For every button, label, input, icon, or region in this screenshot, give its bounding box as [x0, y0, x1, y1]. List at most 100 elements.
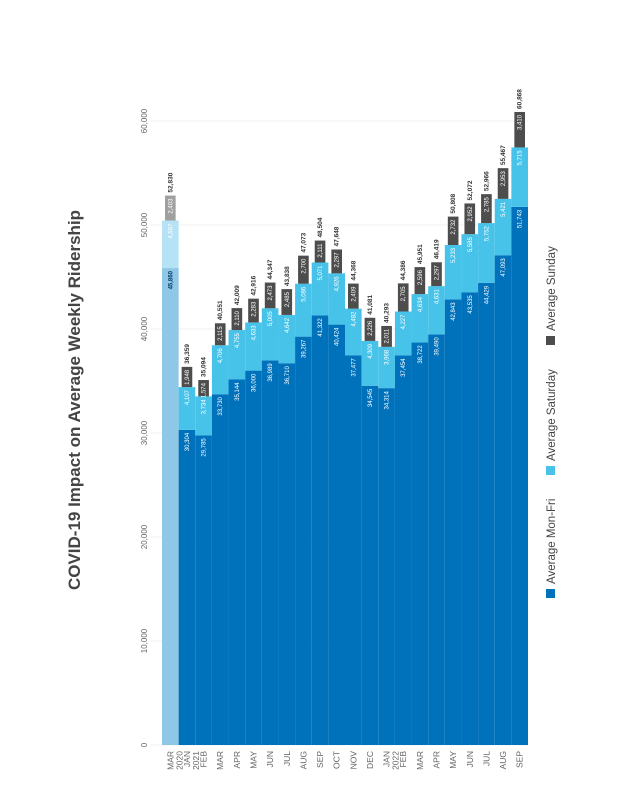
bar-weekday	[428, 334, 445, 745]
data-label-sunday: 3,410	[518, 114, 524, 130]
value-axis: 0 10,000 20,000 30,000 40,000 50,000 60,000	[140, 108, 149, 747]
bar-weekday	[211, 394, 229, 745]
bar-saturday	[245, 322, 262, 371]
legend-swatch	[546, 336, 555, 345]
bar-weekday	[444, 299, 462, 745]
data-label-weekday: 36,000	[252, 373, 258, 392]
bar-weekday	[311, 315, 329, 745]
category-label: JAN2022	[382, 751, 401, 770]
data-label-total: 48,504	[317, 217, 324, 237]
bar-weekday	[178, 429, 196, 745]
legend-entry: Average Sunday	[546, 246, 558, 331]
data-label-sunday: 2,297	[335, 252, 341, 268]
data-label-saturday: 4,642	[285, 317, 291, 333]
bar-weekday	[278, 363, 296, 745]
data-label-sunday: 2,115	[218, 326, 224, 341]
data-label-total: 40,293	[384, 303, 391, 323]
data-label-saturday: 4,926	[335, 276, 341, 292]
bar-sunday	[481, 194, 492, 224]
data-label-total: 35,094	[201, 357, 208, 377]
data-label-saturday: 5,752	[484, 225, 490, 241]
category-label: FEB	[199, 751, 209, 768]
data-label-weekday: 41,322	[318, 318, 324, 337]
data-label-total: 47,648	[334, 226, 341, 246]
data-label-sunday: 2,700	[301, 258, 307, 274]
data-label-sunday: 2,011	[385, 328, 391, 343]
legend-swatch	[546, 466, 555, 475]
bar-saturday	[178, 387, 196, 430]
data-label-weekday: 37,454	[401, 358, 407, 377]
bar-sunday	[414, 267, 426, 295]
bar-saturday	[261, 308, 279, 361]
data-label-total: 40,551	[217, 300, 224, 320]
data-label-saturday: 4,631	[435, 288, 441, 304]
category-label: SEP	[315, 751, 325, 768]
data-label-weekday: 51,743	[518, 209, 524, 228]
data-label-total: 42,916	[251, 275, 258, 295]
data-label-weekday: 35,144	[235, 382, 241, 401]
data-label-sunday: 1,948	[185, 369, 191, 385]
legend-entry: Average Mon-Fri	[546, 499, 558, 584]
bar-sunday	[331, 249, 343, 274]
data-label-total: 46,419	[434, 239, 441, 259]
data-label-weekday: 40,424	[335, 327, 341, 346]
bar-sunday	[497, 168, 509, 199]
data-label-total: 44,386	[400, 260, 407, 280]
data-label-weekday: 30,304	[185, 432, 191, 451]
data-label-total: 52,966	[483, 171, 490, 191]
bar-saturday	[328, 273, 345, 325]
bar-weekday	[394, 355, 412, 745]
bar-saturday	[411, 294, 429, 343]
bar-sunday	[314, 240, 326, 263]
bar-saturday	[494, 198, 512, 256]
bar-sunday	[214, 323, 226, 346]
data-label-saturday: 4,633	[252, 325, 258, 341]
data-label-weekday: 39,490	[435, 337, 441, 356]
data-label-total: 55,467	[500, 145, 507, 165]
data-label-total: 41,081	[367, 295, 374, 315]
bar-sunday	[347, 283, 359, 309]
data-label-saturday: 5,233	[451, 247, 457, 263]
data-label-sunday: 2,705	[401, 286, 407, 302]
data-label-total: 47,073	[300, 232, 307, 252]
data-label-total: 43,838	[284, 266, 291, 286]
category-label: AUG	[498, 751, 508, 769]
data-label-sunday: 2,952	[468, 206, 474, 222]
bar-saturday	[228, 330, 246, 380]
data-label-saturday: 4,309	[368, 343, 374, 359]
category-label: SEP	[515, 751, 525, 768]
data-label-total: 60,868	[517, 89, 524, 109]
bar-weekday	[411, 342, 429, 745]
data-label-saturday: 5,005	[268, 311, 274, 327]
data-label-saturday: 4,706	[218, 348, 224, 364]
bar-saturday	[428, 286, 445, 335]
data-label-total: 52,830	[167, 172, 174, 192]
bar-saturday	[511, 147, 528, 207]
bar-sunday	[281, 289, 293, 315]
bar-weekday	[162, 268, 179, 745]
data-labels: 45,860 4,567 2,403 52,830 30,304 4,107 1,948 36…	[167, 89, 523, 457]
bar-weekday	[511, 206, 528, 745]
category-label: MAR	[415, 751, 425, 770]
data-label-saturday: 4,755	[235, 332, 241, 348]
bar-sunday	[464, 203, 476, 235]
bar-weekday	[361, 385, 379, 745]
data-label-saturday: 4,482	[351, 311, 357, 327]
data-label-weekday: 36,989	[268, 363, 274, 382]
bar-sunday	[431, 262, 442, 287]
bar-saturday	[378, 346, 395, 389]
data-label-sunday: 2,403	[168, 198, 174, 214]
data-label-total: 44,347	[267, 259, 274, 279]
data-label-total: 44,368	[350, 260, 357, 280]
category-label: JAN2021	[182, 751, 201, 770]
category-label: MAY	[249, 751, 259, 769]
bar-weekday	[295, 336, 312, 745]
value-tick-label: 10,000	[140, 628, 149, 653]
data-label-weekday: 45,860	[168, 270, 174, 289]
value-tick-label: 20,000	[140, 524, 149, 549]
chart-title: COVID-19 Impact on Average Weekly Riders…	[65, 210, 84, 590]
data-label-weekday: 44,429	[484, 285, 490, 304]
bar-weekday	[328, 324, 345, 745]
bar-weekday	[378, 388, 395, 745]
